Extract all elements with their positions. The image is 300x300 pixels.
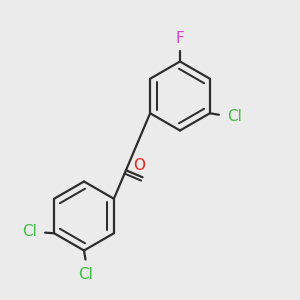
Text: Cl: Cl (227, 109, 242, 124)
Text: F: F (176, 31, 184, 46)
Text: Cl: Cl (78, 267, 93, 282)
Text: Cl: Cl (22, 224, 37, 239)
Text: O: O (134, 158, 146, 173)
